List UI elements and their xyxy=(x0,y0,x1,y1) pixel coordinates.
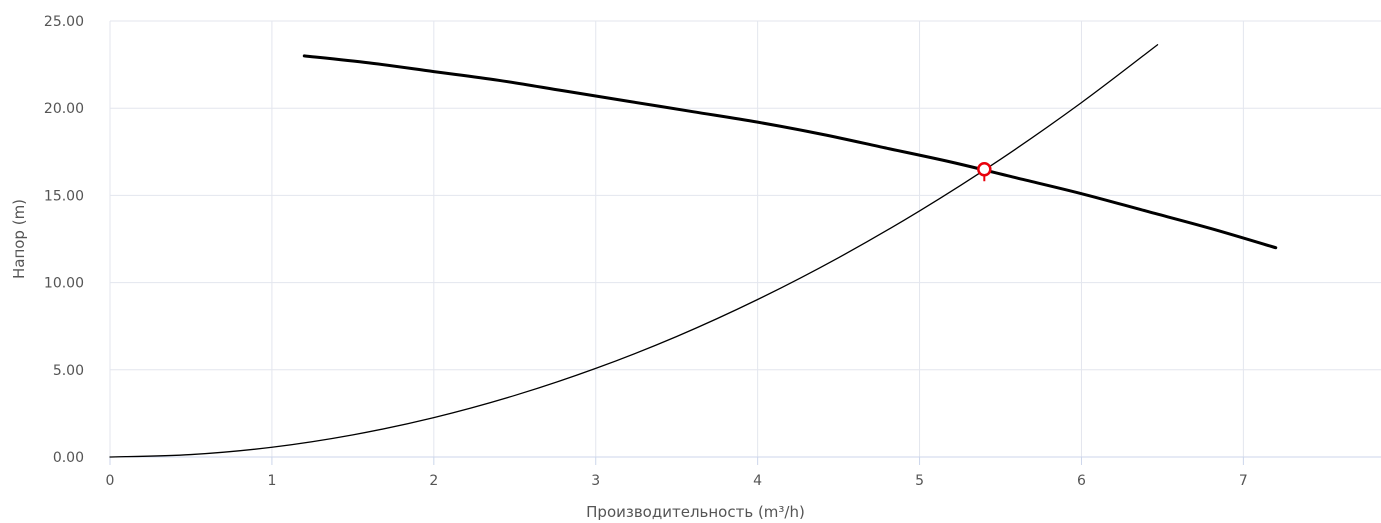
grid xyxy=(109,20,1381,465)
tick-labels: 0 1 2 3 4 5 6 7 0.00 5.00 10.00 15.00 20.00 25.00 xyxy=(44,14,1248,489)
marker-layer xyxy=(977,161,992,182)
x-tick-label: 7 xyxy=(1239,473,1248,489)
y-tick-label: 0.00 xyxy=(53,450,84,466)
x-tick-label: 1 xyxy=(267,473,276,489)
x-tick-label: 0 xyxy=(106,473,115,489)
pump-curve-line xyxy=(302,54,1278,250)
y-tick-label: 10.00 xyxy=(44,276,84,292)
x-tick-label: 5 xyxy=(915,473,924,489)
series-layer xyxy=(109,44,1278,458)
y-tick-label: 15.00 xyxy=(44,188,84,204)
x-axis-title: Производительность (m³/h) xyxy=(586,503,805,521)
x-tick-label: 2 xyxy=(429,473,438,489)
y-tick-label: 20.00 xyxy=(44,101,84,117)
y-tick-label: 25.00 xyxy=(44,14,84,30)
y-axis-title: Напор (m) xyxy=(10,199,28,279)
y-tick-label: 5.00 xyxy=(53,363,84,379)
operating-point-marker[interactable] xyxy=(977,161,992,177)
system-curve-line xyxy=(109,44,1159,458)
x-tick-label: 6 xyxy=(1077,473,1086,489)
x-tick-label: 4 xyxy=(753,473,762,489)
x-tick-label: 3 xyxy=(591,473,600,489)
